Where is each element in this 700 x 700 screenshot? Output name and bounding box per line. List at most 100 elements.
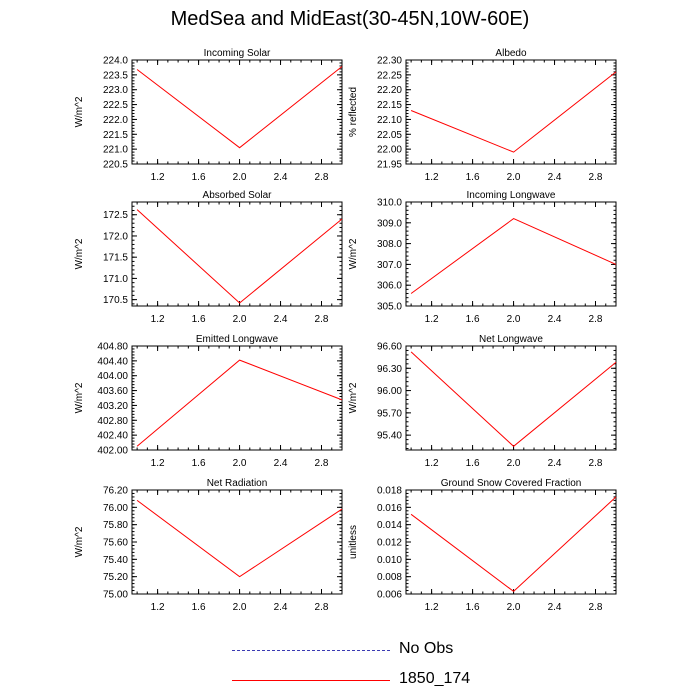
y-tick-label: 222.0 bbox=[103, 115, 128, 126]
y-axis-label: W/m^2 bbox=[348, 238, 359, 269]
series-line-1850-174 bbox=[410, 218, 617, 294]
plot-frame bbox=[131, 345, 343, 451]
y-tick-label: 96.60 bbox=[377, 342, 402, 353]
plot-frame bbox=[131, 201, 343, 307]
x-tick-label: 1.6 bbox=[466, 314, 480, 325]
plot-frame bbox=[405, 489, 617, 595]
y-tick-label: 75.40 bbox=[103, 555, 128, 566]
page-title: MedSea and MidEast(30-45N,10W-60E) bbox=[170, 8, 530, 30]
y-tick-label: 402.40 bbox=[97, 431, 128, 442]
x-tick-label: 1.6 bbox=[192, 314, 206, 325]
y-tick-label: 307.0 bbox=[377, 260, 402, 271]
y-tick-label: 75.60 bbox=[103, 538, 128, 549]
chart-incoming-longwave: Incoming Longwave W/m^2 305.0 306.0 307.0 308… bbox=[348, 190, 617, 325]
y-tick-label: 403.20 bbox=[97, 401, 128, 412]
x-tick-label: 1.2 bbox=[151, 314, 165, 325]
x-tick-label: 1.6 bbox=[466, 458, 480, 469]
y-tick-label: 0.010 bbox=[377, 555, 402, 566]
x-tick-label: 2.4 bbox=[274, 314, 288, 325]
legend-swatch-1850-174 bbox=[232, 680, 390, 681]
y-tick-label: 96.00 bbox=[377, 386, 402, 397]
y-tick-label: 223.5 bbox=[103, 70, 128, 81]
y-tick-label: 305.0 bbox=[377, 302, 402, 313]
plot-frame bbox=[405, 201, 617, 307]
y-tick-label: 306.0 bbox=[377, 281, 402, 292]
y-tick-label: 0.018 bbox=[377, 486, 402, 497]
chart-title: Emitted Longwave bbox=[196, 334, 279, 345]
chart-title: Absorbed Solar bbox=[203, 190, 273, 201]
legend-swatch-no-obs bbox=[232, 650, 390, 651]
x-tick-label: 2.8 bbox=[589, 314, 603, 325]
x-tick-label: 1.2 bbox=[151, 602, 165, 613]
y-tick-label: 22.10 bbox=[377, 115, 402, 126]
y-tick-label: 0.006 bbox=[377, 590, 402, 601]
x-tick-label: 2.4 bbox=[274, 602, 288, 613]
chart-title: Incoming Solar bbox=[204, 48, 271, 59]
y-tick-label: 171.5 bbox=[103, 253, 128, 264]
x-tick-label: 2.4 bbox=[274, 172, 288, 183]
y-tick-label: 221.0 bbox=[103, 145, 128, 156]
series-line-1850-174 bbox=[410, 496, 617, 593]
y-tick-label: 172.5 bbox=[103, 210, 128, 221]
x-tick-label: 2.4 bbox=[274, 458, 288, 469]
y-tick-label: 95.70 bbox=[377, 408, 402, 419]
x-tick-label: 2.4 bbox=[548, 172, 562, 183]
x-tick-label: 1.2 bbox=[425, 602, 439, 613]
y-tick-label: 75.00 bbox=[103, 590, 128, 601]
chart-title: Net Longwave bbox=[479, 334, 543, 345]
legend-label-no-obs: No Obs bbox=[399, 640, 454, 657]
series-line-1850-174 bbox=[410, 351, 617, 447]
chart-albedo: Albedo % reflected 21.95 22.00 22.05 22.10 22.… bbox=[348, 48, 617, 183]
y-tick-label: 221.5 bbox=[103, 130, 128, 141]
chart-ground-snow-covered-fraction: Ground Snow Covered Fraction unitless 0.00… bbox=[348, 478, 617, 613]
x-tick-label: 2.0 bbox=[507, 172, 521, 183]
x-tick-label: 1.6 bbox=[192, 602, 206, 613]
x-tick-label: 2.8 bbox=[315, 602, 329, 613]
plot-frame bbox=[131, 59, 343, 165]
x-tick-label: 2.0 bbox=[233, 314, 247, 325]
x-tick-label: 2.4 bbox=[548, 458, 562, 469]
chart-title: Albedo bbox=[495, 48, 527, 59]
chart-absorbed-solar: Absorbed Solar W/m^2 170.5 171.0 171.5 172.0 1… bbox=[74, 190, 343, 325]
y-axis-label: W/m^2 bbox=[74, 96, 85, 127]
y-tick-label: 308.0 bbox=[377, 239, 402, 250]
x-tick-label: 2.8 bbox=[589, 602, 603, 613]
y-axis-label: W/m^2 bbox=[348, 382, 359, 413]
y-tick-label: 76.00 bbox=[103, 503, 128, 514]
series-line-1850-174 bbox=[136, 359, 343, 447]
x-tick-label: 2.0 bbox=[507, 314, 521, 325]
y-tick-label: 0.008 bbox=[377, 572, 402, 583]
chart-incoming-solar: Incoming Solar W/m^2 220.5 221.0 221.5 222.0 2… bbox=[74, 48, 343, 183]
legend-label-1850-174: 1850_174 bbox=[399, 670, 471, 687]
x-tick-label: 1.2 bbox=[425, 314, 439, 325]
x-tick-label: 2.0 bbox=[233, 458, 247, 469]
x-tick-label: 2.0 bbox=[507, 458, 521, 469]
x-tick-label: 1.6 bbox=[466, 172, 480, 183]
y-tick-label: 402.00 bbox=[97, 446, 128, 457]
y-axis-label: W/m^2 bbox=[74, 382, 85, 413]
chart-title: Ground Snow Covered Fraction bbox=[441, 478, 582, 489]
x-tick-label: 2.0 bbox=[233, 172, 247, 183]
x-tick-label: 2.8 bbox=[315, 172, 329, 183]
y-tick-label: 404.80 bbox=[97, 342, 128, 353]
y-tick-label: 0.016 bbox=[377, 503, 402, 514]
y-tick-label: 22.15 bbox=[377, 100, 402, 111]
y-tick-label: 0.014 bbox=[377, 520, 402, 531]
y-tick-label: 404.00 bbox=[97, 371, 128, 382]
chart-title: Incoming Longwave bbox=[467, 190, 556, 201]
y-tick-label: 220.5 bbox=[103, 160, 128, 171]
y-tick-label: 96.30 bbox=[377, 364, 402, 375]
x-tick-label: 1.2 bbox=[151, 172, 165, 183]
y-axis-label: unitless bbox=[348, 525, 359, 559]
y-tick-label: 310.0 bbox=[377, 198, 402, 209]
x-tick-label: 1.6 bbox=[192, 458, 206, 469]
y-tick-label: 22.00 bbox=[377, 145, 402, 156]
x-tick-label: 2.8 bbox=[315, 458, 329, 469]
y-tick-label: 223.0 bbox=[103, 85, 128, 96]
y-axis-label: W/m^2 bbox=[74, 526, 85, 557]
y-tick-label: 75.80 bbox=[103, 520, 128, 531]
y-tick-label: 309.0 bbox=[377, 218, 402, 229]
y-tick-label: 404.40 bbox=[97, 356, 128, 367]
y-tick-label: 75.20 bbox=[103, 572, 128, 583]
